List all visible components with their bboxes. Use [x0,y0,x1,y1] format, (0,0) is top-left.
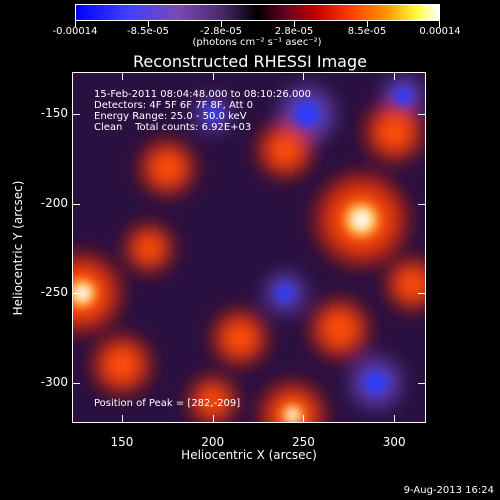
axis-tick-mark [72,203,80,205]
colorbar-tick-label: -8.5e-05 [127,26,169,37]
hotspot-mid [224,321,256,354]
x-tick-label: 150 [110,435,134,449]
colorbar-tick [294,21,295,27]
colorbar-tick-label: 2.8e-05 [274,26,314,37]
coldspot-core [205,106,221,122]
hotspot-mid [199,386,227,415]
axis-tick-mark [212,415,214,423]
colorbar [75,4,440,21]
x-tick-label: 300 [382,435,406,449]
axis-tick-mark [303,72,305,80]
y-tick-label: -150 [40,106,68,121]
hotspot-peak [287,410,298,420]
hotspot-mid [135,234,163,263]
info-detectors: Detectors: 4F 5F 6F 7F 8F, Att 0 [94,100,254,111]
coldspot-core [294,101,320,127]
coldspot-core [364,371,388,394]
axis-tick-mark [418,382,426,384]
heatmap-plot [72,72,426,423]
coldspot-core [276,284,295,302]
axis-tick-mark [418,203,426,205]
hotspot-mid [269,134,302,166]
hotspot-mid [377,115,412,150]
y-tick-label: -200 [40,195,68,210]
hotspot-mid [322,311,357,346]
axis-tick-mark [72,293,80,295]
hotspot-peak [353,211,370,228]
axis-tick-mark [303,415,305,423]
y-axis-label: Heliocentric Y (arcsec) [11,180,25,316]
hotspot-mid [151,151,184,184]
timestamp: 9-Aug-2013 16:24 [403,485,494,496]
hotspot-mid [104,347,139,382]
axis-tick-mark [394,415,396,423]
axis-tick-mark [121,72,123,80]
colorbar-gradient [76,5,439,20]
hotspot-peak [75,286,89,300]
axis-tick-mark [72,382,80,384]
axis-tick-mark [72,114,80,116]
axis-tick-mark [418,293,426,295]
info-time-range: 15-Feb-2011 08:04:48.000 to 08:10:26.000 [94,89,312,100]
axis-tick-mark [212,72,214,80]
y-tick-label: -250 [40,285,68,300]
coldspot-core [394,87,413,106]
axis-tick-mark [418,114,426,116]
y-tick-label: -300 [40,374,68,389]
x-tick-label: 200 [201,435,225,449]
colorbar-tick-label: 8.5e-05 [347,26,387,37]
colorbar-tick [367,21,368,27]
colorbar-tick [75,21,76,27]
colorbar-tick [439,21,440,27]
peak-position-label: Position of Peak = [282,-209] [94,398,241,409]
plot-title: Reconstructed RHESSI Image [133,52,367,71]
colorbar-tick-label: -2.8e-05 [200,26,242,37]
heatmap-image [73,75,425,422]
axis-tick-mark [121,415,123,423]
colorbar-tick-label: 0.00014 [419,26,461,37]
colorbar-units: (photons cm⁻² s⁻¹ asec⁻²) [192,37,322,48]
info-energy-range: Energy Range: 25.0 - 50.0 keV [94,111,247,122]
hotspot-mid [397,269,425,299]
info-total-counts: Clean Total counts: 6.92E+03 [94,122,252,133]
colorbar-tick [148,21,149,27]
axis-tick-mark [394,72,396,80]
x-tick-label: 250 [291,435,315,449]
colorbar-tick [221,21,222,27]
colorbar-tick-label: -0.00014 [52,26,98,37]
x-axis-label: Heliocentric X (arcsec) [181,448,317,462]
